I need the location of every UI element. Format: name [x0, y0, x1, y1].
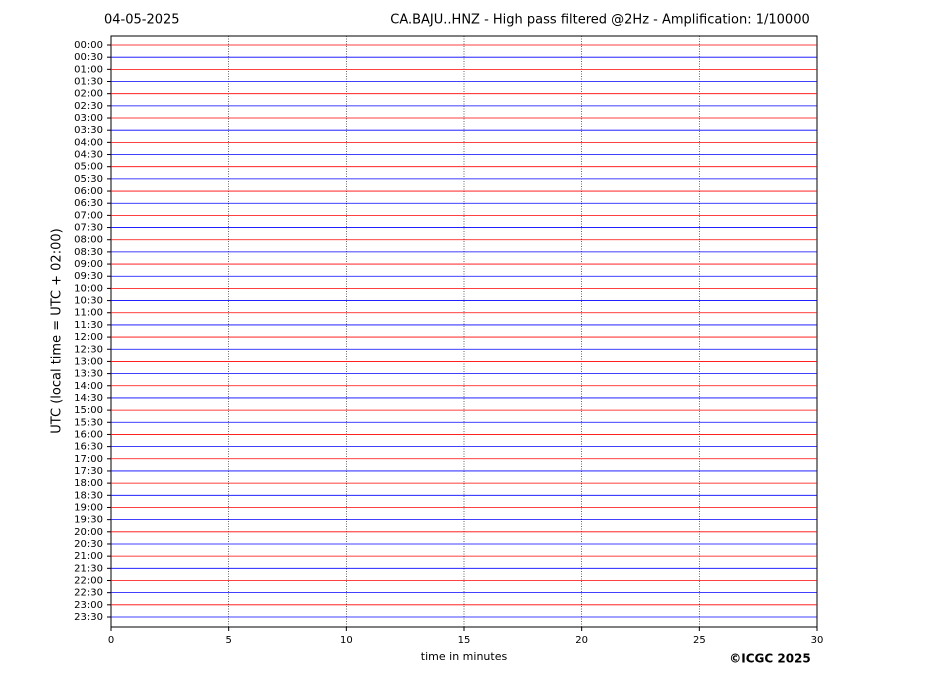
x-tick-label: 25 — [693, 635, 706, 646]
y-tick-label: 05:30 — [74, 174, 103, 185]
x-tick-label: 0 — [108, 635, 114, 646]
y-tick-label: 16:00 — [74, 429, 103, 440]
y-tick-label: 03:00 — [74, 113, 103, 124]
y-tick-label: 23:00 — [74, 600, 103, 611]
y-tick-label: 11:30 — [74, 320, 103, 331]
y-tick-label: 07:30 — [74, 223, 103, 234]
x-axis-label: time in minutes — [421, 650, 508, 663]
y-tick-label: 18:30 — [74, 490, 103, 501]
y-tick-label: 14:00 — [74, 381, 103, 392]
date: 04-05-2025 — [104, 13, 180, 28]
y-tick-label: 17:00 — [74, 454, 103, 465]
copyright: ©ICGC 2025 — [729, 652, 811, 666]
y-tick-label: 13:30 — [74, 369, 103, 380]
y-tick-label: 22:30 — [74, 588, 103, 599]
y-tick-label: 12:30 — [74, 344, 103, 355]
y-tick-label: 04:30 — [74, 150, 103, 161]
y-tick-label: 15:00 — [74, 405, 103, 416]
y-tick-label: 03:30 — [74, 125, 103, 136]
y-tick-label: 18:00 — [74, 478, 103, 489]
y-tick-label: 01:00 — [74, 64, 103, 75]
y-tick-label: 10:30 — [74, 296, 103, 307]
y-tick-label: 11:00 — [74, 308, 103, 319]
y-tick-label: 14:30 — [74, 393, 103, 404]
y-tick-label: 02:00 — [74, 89, 103, 100]
y-tick-label: 00:30 — [74, 52, 103, 63]
y-tick-label: 17:30 — [74, 466, 103, 477]
y-tick-label: 06:00 — [74, 186, 103, 197]
y-tick-label: 13:00 — [74, 356, 103, 367]
y-tick-label: 20:00 — [74, 527, 103, 538]
y-tick-label: 10:00 — [74, 283, 103, 294]
y-tick-label: 05:00 — [74, 162, 103, 173]
y-tick-label: 22:00 — [74, 575, 103, 586]
x-tick-label: 10 — [340, 635, 353, 646]
y-tick-label: 19:30 — [74, 515, 103, 526]
x-tick-label: 15 — [458, 635, 471, 646]
y-tick-label: 04:00 — [74, 137, 103, 148]
y-tick-label: 21:30 — [74, 563, 103, 574]
y-tick-label: 07:00 — [74, 210, 103, 221]
y-tick-label: 21:00 — [74, 551, 103, 562]
x-tick-label: 20 — [575, 635, 588, 646]
y-tick-label: 20:30 — [74, 539, 103, 550]
y-tick-label: 23:30 — [74, 612, 103, 623]
y-tick-label: 00:00 — [74, 40, 103, 51]
chart-title: CA.BAJU..HNZ - High pass filtered @2Hz -… — [390, 13, 810, 28]
y-tick-label: 16:30 — [74, 442, 103, 453]
y-axis-label: UTC (local time = UTC + 02:00) — [50, 228, 65, 433]
y-tick-label: 09:30 — [74, 271, 103, 282]
y-tick-label: 09:00 — [74, 259, 103, 270]
y-tick-label: 19:00 — [74, 502, 103, 513]
y-tick-label: 15:30 — [74, 417, 103, 428]
y-tick-label: 02:30 — [74, 101, 103, 112]
y-tick-label: 12:00 — [74, 332, 103, 343]
x-tick-label: 5 — [225, 635, 231, 646]
y-tick-label: 06:30 — [74, 198, 103, 209]
y-tick-label: 08:30 — [74, 247, 103, 258]
x-tick-label: 30 — [811, 635, 824, 646]
y-tick-label: 08:00 — [74, 235, 103, 246]
y-tick-label: 01:30 — [74, 77, 103, 88]
